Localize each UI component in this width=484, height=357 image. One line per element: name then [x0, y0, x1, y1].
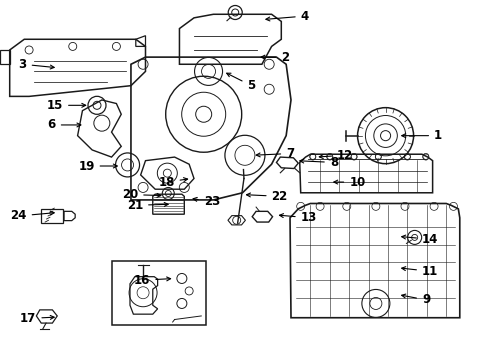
Text: 16: 16	[134, 274, 170, 287]
Text: 22: 22	[246, 190, 287, 203]
Text: 14: 14	[401, 233, 438, 246]
Text: 13: 13	[279, 211, 317, 224]
Text: 7: 7	[256, 147, 294, 160]
Text: 5: 5	[226, 73, 255, 92]
Text: 15: 15	[46, 99, 86, 112]
Text: 8: 8	[299, 156, 337, 169]
Text: 12: 12	[318, 149, 353, 162]
Text: 21: 21	[126, 199, 168, 212]
Text: 9: 9	[401, 293, 429, 306]
Text: 17: 17	[20, 312, 54, 325]
Text: 4: 4	[265, 10, 308, 22]
Text: 1: 1	[401, 129, 441, 142]
Text: 11: 11	[401, 265, 438, 278]
Text: 18: 18	[158, 176, 187, 188]
Text: 24: 24	[10, 210, 54, 222]
Text: 3: 3	[18, 58, 54, 71]
Text: 19: 19	[78, 160, 117, 172]
Text: 2: 2	[260, 51, 289, 64]
Text: 23: 23	[193, 195, 220, 208]
Text: 20: 20	[121, 188, 161, 201]
Text: 6: 6	[47, 119, 81, 131]
Text: 10: 10	[333, 176, 365, 188]
